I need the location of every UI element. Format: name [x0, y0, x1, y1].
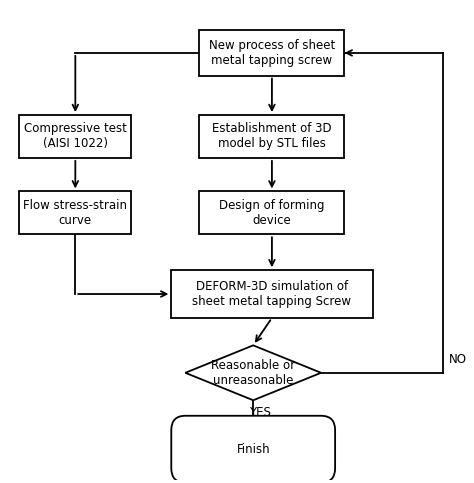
- Text: Reasonable or
unreasonable: Reasonable or unreasonable: [211, 359, 295, 387]
- FancyBboxPatch shape: [171, 416, 335, 483]
- Text: DEFORM-3D simulation of
sheet metal tapping Screw: DEFORM-3D simulation of sheet metal tapp…: [192, 280, 351, 308]
- FancyBboxPatch shape: [200, 30, 345, 75]
- Text: Compressive test
(AISI 1022): Compressive test (AISI 1022): [24, 123, 127, 151]
- Text: New process of sheet
metal tapping screw: New process of sheet metal tapping screw: [209, 39, 335, 67]
- Text: Flow stress-strain
curve: Flow stress-strain curve: [23, 199, 128, 227]
- FancyBboxPatch shape: [171, 270, 373, 318]
- Text: Finish: Finish: [237, 443, 270, 455]
- Text: YES: YES: [249, 406, 271, 419]
- Text: Design of forming
device: Design of forming device: [219, 199, 325, 227]
- FancyBboxPatch shape: [200, 191, 345, 234]
- Polygon shape: [185, 345, 321, 400]
- Text: NO: NO: [448, 353, 466, 366]
- FancyBboxPatch shape: [19, 115, 131, 158]
- FancyBboxPatch shape: [200, 115, 345, 158]
- Text: Establishment of 3D
model by STL files: Establishment of 3D model by STL files: [212, 123, 332, 151]
- FancyBboxPatch shape: [19, 191, 131, 234]
